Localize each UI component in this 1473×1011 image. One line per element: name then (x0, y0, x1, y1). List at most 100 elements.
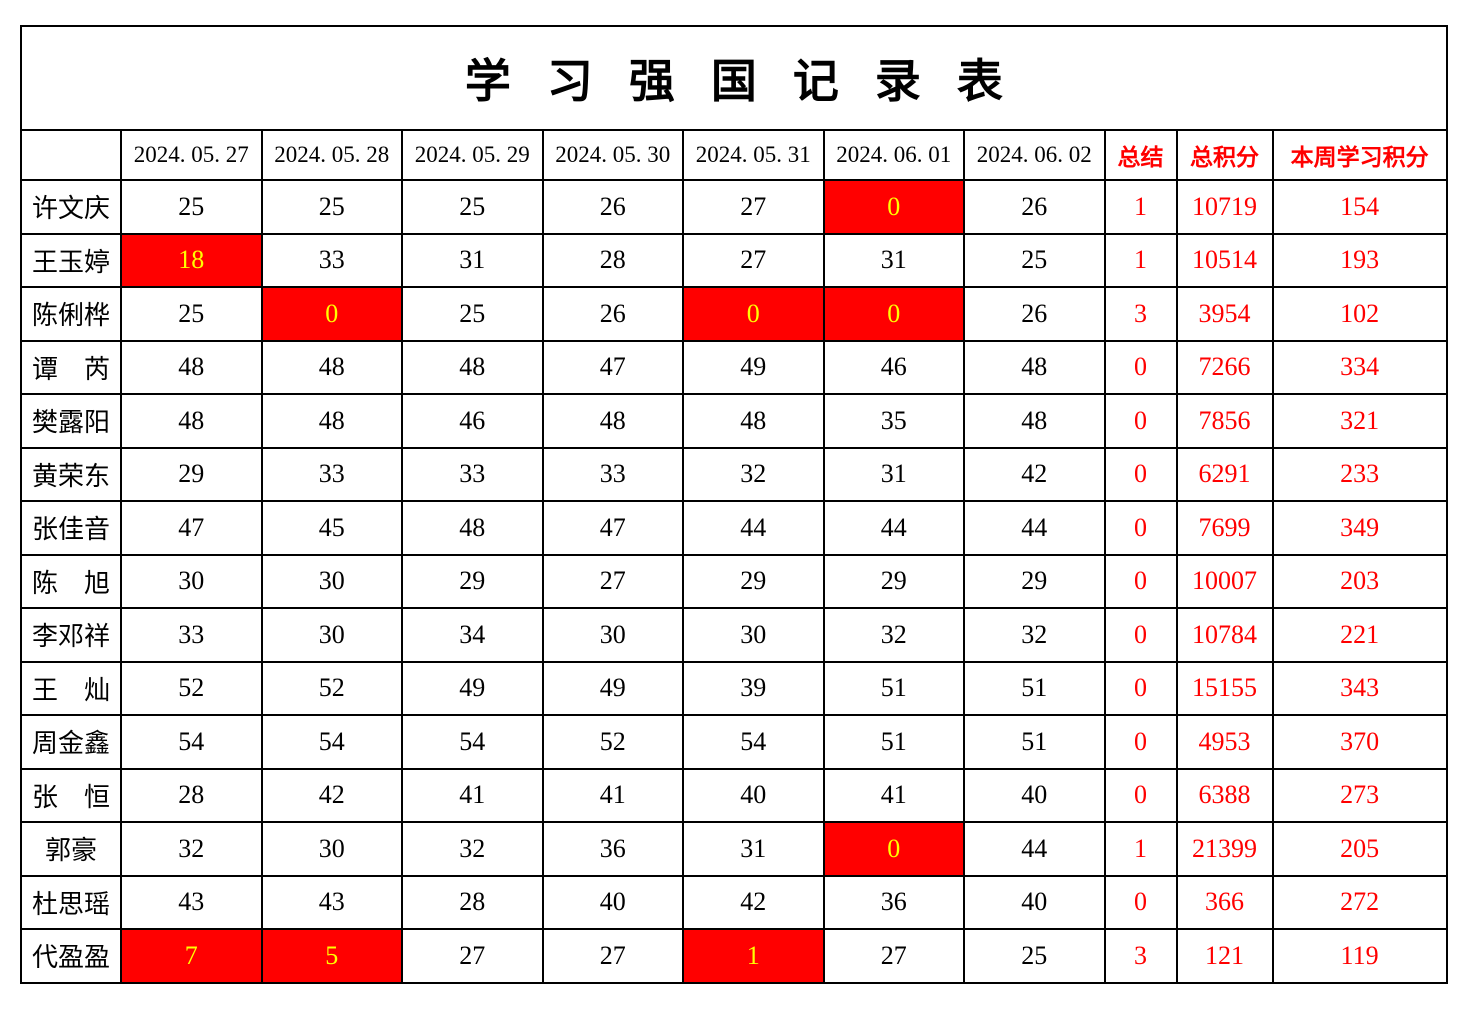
day-score-cell: 35 (822, 393, 965, 449)
table-row: 谭 芮 48 48 48 47 49 46 48 0 7266 334 (20, 339, 1448, 395)
summary-cell: 0 (1103, 500, 1178, 556)
day-score-cell: 25 (120, 286, 263, 342)
day-score-cell: 46 (822, 339, 965, 395)
day-score-cell-flagged: 7 (120, 928, 263, 984)
summary-header: 总结 (1103, 129, 1178, 181)
week-score-cell: 370 (1271, 714, 1448, 770)
day-score-cell: 34 (401, 607, 544, 663)
day-score-cell: 27 (541, 928, 684, 984)
week-score-cell: 102 (1271, 286, 1448, 342)
summary-cell: 1 (1103, 821, 1178, 877)
day-score-cell: 42 (963, 446, 1106, 502)
date-header-2024-05-28: 2024. 05. 28 (260, 129, 403, 181)
day-score-cell: 30 (541, 607, 684, 663)
table-row: 李邓祥 33 30 34 30 30 32 32 0 10784 221 (20, 607, 1448, 663)
day-score-cell: 31 (822, 446, 965, 502)
day-score-cell: 31 (822, 232, 965, 288)
day-score-cell: 54 (260, 714, 403, 770)
day-score-cell: 47 (120, 500, 263, 556)
total-score-cell: 6291 (1175, 446, 1274, 502)
day-score-cell: 47 (541, 339, 684, 395)
day-score-cell: 40 (682, 767, 825, 823)
day-score-cell: 43 (120, 874, 263, 930)
day-score-cell: 52 (260, 660, 403, 716)
header-row: 2024. 05. 27 2024. 05. 28 2024. 05. 29 2024… (20, 129, 1448, 181)
day-score-cell: 32 (401, 821, 544, 877)
day-score-cell-flagged: 0 (260, 286, 403, 342)
day-score-cell: 44 (963, 500, 1106, 556)
week-score-cell: 203 (1271, 553, 1448, 609)
table-row: 樊露阳 48 48 46 48 48 35 48 0 7856 321 (20, 393, 1448, 449)
week-score-cell: 334 (1271, 339, 1448, 395)
day-score-cell: 49 (541, 660, 684, 716)
summary-cell: 0 (1103, 714, 1178, 770)
week-score-cell: 272 (1271, 874, 1448, 930)
day-score-cell: 48 (120, 393, 263, 449)
day-score-cell: 48 (963, 339, 1106, 395)
day-score-cell: 48 (401, 339, 544, 395)
title-row: 学习强国记录表 (20, 25, 1448, 131)
day-score-cell: 26 (963, 286, 1106, 342)
day-score-cell: 30 (682, 607, 825, 663)
day-score-cell: 28 (120, 767, 263, 823)
day-score-cell: 42 (682, 874, 825, 930)
total-score-cell: 366 (1175, 874, 1274, 930)
day-score-cell: 33 (260, 446, 403, 502)
day-score-cell: 28 (401, 874, 544, 930)
day-score-cell: 27 (682, 179, 825, 235)
student-name: 樊露阳 (20, 393, 122, 449)
day-score-cell: 54 (682, 714, 825, 770)
day-score-cell: 27 (822, 928, 965, 984)
total-score-cell: 10514 (1175, 232, 1274, 288)
day-score-cell: 26 (963, 179, 1106, 235)
day-score-cell: 30 (260, 821, 403, 877)
day-score-cell: 33 (120, 607, 263, 663)
table-row: 陈俐桦 25 0 25 26 0 0 26 3 3954 102 (20, 286, 1448, 342)
day-score-cell: 44 (963, 821, 1106, 877)
day-score-cell: 48 (260, 393, 403, 449)
day-score-cell: 43 (260, 874, 403, 930)
table-row: 陈 旭 30 30 29 27 29 29 29 0 10007 203 (20, 553, 1448, 609)
student-name: 王 灿 (20, 660, 122, 716)
day-score-cell: 39 (682, 660, 825, 716)
day-score-cell: 27 (541, 553, 684, 609)
student-name: 张 恒 (20, 767, 122, 823)
student-name: 黄荣东 (20, 446, 122, 502)
date-header-2024-05-27: 2024. 05. 27 (120, 129, 263, 181)
table-row: 张佳音 47 45 48 47 44 44 44 0 7699 349 (20, 500, 1448, 556)
table-row: 许文庆 25 25 25 26 27 0 26 1 10719 154 (20, 179, 1448, 235)
week-score-cell: 233 (1271, 446, 1448, 502)
day-score-cell: 28 (541, 232, 684, 288)
total-score-cell: 10007 (1175, 553, 1274, 609)
day-score-cell: 33 (260, 232, 403, 288)
day-score-cell-flagged: 0 (682, 286, 825, 342)
table-row: 郭豪 32 30 32 36 31 0 44 1 21399 205 (20, 821, 1448, 877)
total-score-cell: 21399 (1175, 821, 1274, 877)
week-score-header: 本周学习积分 (1271, 129, 1448, 181)
day-score-cell: 49 (401, 660, 544, 716)
day-score-cell: 25 (963, 928, 1106, 984)
student-name: 陈俐桦 (20, 286, 122, 342)
day-score-cell: 44 (682, 500, 825, 556)
day-score-cell: 25 (963, 232, 1106, 288)
student-name: 许文庆 (20, 179, 122, 235)
date-header-2024-05-30: 2024. 05. 30 (541, 129, 684, 181)
day-score-cell: 41 (541, 767, 684, 823)
total-score-cell: 7699 (1175, 500, 1274, 556)
total-score-cell: 7856 (1175, 393, 1274, 449)
day-score-cell: 32 (963, 607, 1106, 663)
day-score-cell-flagged: 0 (822, 821, 965, 877)
day-score-cell-flagged: 0 (822, 286, 965, 342)
day-score-cell: 47 (541, 500, 684, 556)
total-score-cell: 121 (1175, 928, 1274, 984)
summary-cell: 0 (1103, 446, 1178, 502)
page-title: 学习强国记录表 (20, 25, 1448, 131)
day-score-cell-flagged: 18 (120, 232, 263, 288)
summary-cell: 0 (1103, 393, 1178, 449)
table-row: 代盈盈 7 5 27 27 1 27 25 3 121 119 (20, 928, 1448, 984)
student-name: 郭豪 (20, 821, 122, 877)
day-score-cell: 25 (401, 179, 544, 235)
day-score-cell: 25 (260, 179, 403, 235)
week-score-cell: 343 (1271, 660, 1448, 716)
